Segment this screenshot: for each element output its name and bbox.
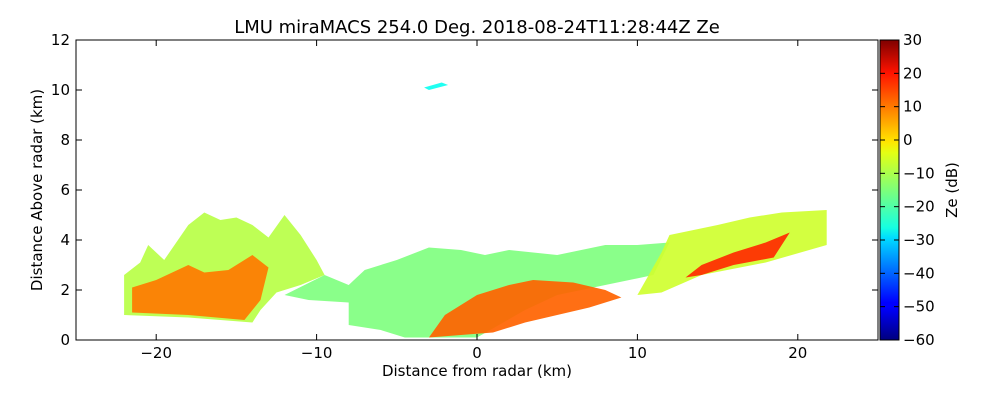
y-tick-label: 4 [60,231,70,249]
echo-region-right-core [685,232,790,278]
x-axis-ticks: −20 −10 0 10 20 [140,40,807,362]
y-tick-label: 0 [60,331,70,349]
y-axis-ticks: 0 2 4 6 8 10 12 [51,31,878,349]
colorbar-tick-label: 30 [903,31,922,49]
colorbar-tick-label: −10 [903,164,935,182]
colorbar-tick-label: −30 [903,231,935,249]
echo-region-surface-core [428,280,622,338]
colorbar-ticks: −60 −50 −40 −30 −20 −10 0 10 20 30 [880,31,935,349]
echo-region-left-core [132,255,269,320]
colorbar-tick-label: −20 [903,198,935,216]
colorbar-tick-label: −40 [903,264,935,282]
plot-area [124,82,827,338]
y-tick-label: 6 [60,181,70,199]
x-tick-label: −10 [301,344,333,362]
colorbar-tick-label: 20 [903,64,922,82]
y-tick-label: 2 [60,281,70,299]
y-tick-label: 12 [51,31,70,49]
x-tick-label: 20 [788,344,807,362]
echo-region-upper-speck [424,82,449,90]
colorbar-tick-label: −60 [903,331,935,349]
y-axis-title: Distance Above radar (km) [28,89,46,291]
echo-region-right-layer [637,210,827,295]
x-axis-title: Distance from radar (km) [382,362,572,380]
y-tick-label: 8 [60,131,70,149]
colorbar-label: Ze (dB) [943,162,961,218]
x-tick-label: 0 [472,344,482,362]
x-tick-label: 10 [628,344,647,362]
colorbar-tick-label: 10 [903,98,922,116]
colorbar-tick-label: −50 [903,298,935,316]
chart-title: LMU miraMACS 254.0 Deg. 2018-08-24T11:28… [234,17,720,38]
x-tick-label: −20 [140,344,172,362]
echo-region-central-layer [284,242,670,338]
colorbar [879,39,900,341]
y-tick-label: 10 [51,81,70,99]
colorbar-tick-label: 0 [903,131,913,149]
